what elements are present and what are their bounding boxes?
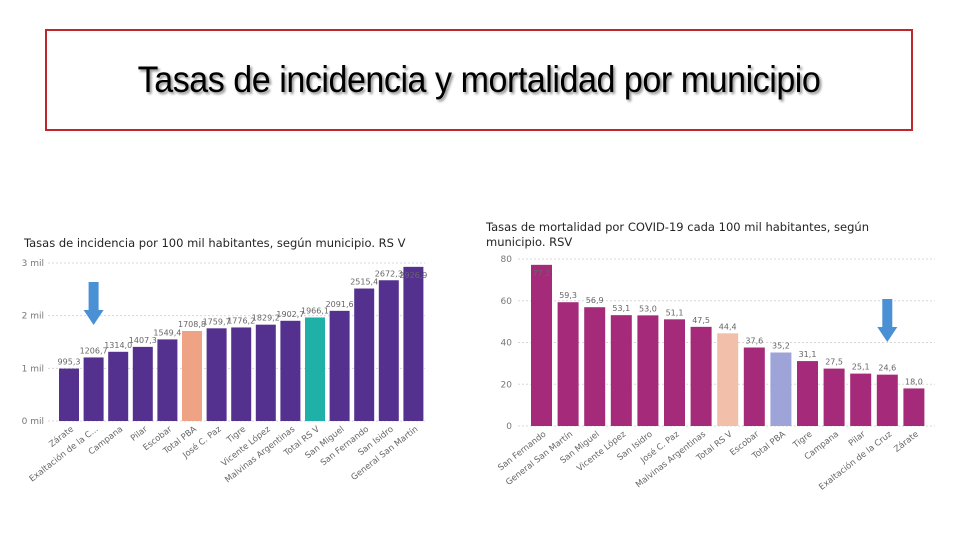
incidence-arrow-down-icon [88, 282, 99, 311]
mortality-bar [637, 315, 659, 426]
incidence-data-label: 2515,4 [350, 278, 378, 287]
mortality-data-label: 53,0 [639, 304, 657, 313]
incidence-chart-title: Tasas de incidencia por 100 mil habitant… [24, 236, 406, 250]
mortality-bar [584, 307, 606, 426]
incidence-data-label: 1549,4 [153, 328, 181, 337]
mortality-bar [823, 368, 845, 426]
mortality-data-label: 37,6 [745, 337, 763, 346]
incidence-y-tick-label: 0 mil [22, 417, 44, 427]
mortality-data-label: 53,1 [612, 304, 630, 313]
slide-title: Tasas de incidencia y mortalidad por mun… [137, 59, 821, 100]
mortality-bar [797, 361, 818, 426]
incidence-bar [157, 339, 178, 421]
incidence-bar [231, 327, 252, 421]
mortality-data-label: 31,1 [799, 350, 817, 359]
mortality-category-label: Zárate [892, 429, 920, 454]
mortality-bar [743, 347, 765, 426]
mortality-y-tick-label: 0 [506, 422, 512, 432]
incidence-bar [132, 346, 153, 421]
incidence-data-label: 2672,3 [375, 269, 403, 278]
incidence-data-label: 1966,1 [301, 306, 329, 315]
mortality-data-label: 44,4 [719, 322, 737, 331]
mortality-bar [717, 333, 739, 426]
incidence-data-label: 1314,0 [104, 341, 132, 350]
mortality-data-label: 18,0 [905, 377, 923, 386]
incidence-bar [182, 331, 202, 421]
incidence-y-tick-label: 1 mil [22, 364, 44, 374]
mortality-bar [690, 326, 712, 426]
incidence-bar [83, 357, 104, 421]
mortality-data-label: 24,6 [878, 364, 896, 373]
incidence-data-label: 1206,7 [80, 346, 108, 355]
mortality-y-tick-label: 80 [501, 255, 513, 265]
mortality-bar [664, 319, 685, 426]
mortality-bar [850, 373, 872, 426]
incidence-data-label: 2091,6 [326, 300, 354, 309]
mortality-data-label: 35,2 [772, 342, 790, 351]
mortality-chart-title: Tasas de mortalidad por COVID-19 cada 10… [486, 220, 869, 249]
mortality-data-label: 27,5 [825, 358, 843, 367]
incidence-bar [329, 310, 350, 421]
incidence-bar [59, 368, 79, 421]
mortality-category-label: Pilar [847, 429, 868, 448]
mortality-y-tick-label: 20 [501, 380, 513, 390]
incidence-bar [255, 324, 276, 421]
incidence-bar [206, 328, 227, 421]
incidence-bar [354, 288, 375, 421]
incidence-data-label: 1407,3 [129, 336, 157, 345]
incidence-bar [280, 320, 301, 421]
mortality-data-label: 77,2 [533, 269, 551, 278]
slide-title-box: Tasas de incidencia y mortalidad por mun… [45, 29, 913, 131]
incidence-data-label: 1902,7 [276, 310, 304, 319]
incidence-bar [305, 317, 325, 421]
incidence-y-tick-label: 2 mil [22, 312, 44, 322]
mortality-data-label: 47,5 [692, 316, 710, 325]
mortality-data-label: 51,1 [666, 308, 684, 317]
incidence-data-label: 1776,2 [227, 316, 255, 325]
mortality-bar [531, 264, 552, 426]
incidence-bar [403, 266, 424, 421]
mortality-y-tick-label: 40 [501, 339, 513, 349]
mortality-data-label: 59,3 [559, 291, 577, 300]
incidence-data-label: 2926,9 [399, 271, 427, 280]
mortality-data-label: 25,1 [852, 363, 870, 372]
incidence-bar [378, 280, 399, 421]
mortality-bar [610, 315, 632, 426]
mortality-bar [876, 374, 898, 426]
incidence-data-label: 995,3 [58, 358, 81, 367]
incidence-arrow-head-icon [83, 310, 104, 325]
incidence-data-label: 1829,2 [252, 314, 280, 323]
mortality-y-tick-label: 60 [501, 297, 513, 307]
incidence-data-label: 1759,7 [203, 317, 231, 326]
incidence-y-tick-label: 3 mil [22, 259, 44, 269]
mortality-bar [557, 302, 579, 426]
mortality-bar [770, 352, 792, 426]
incidence-data-label: 1708,8 [178, 320, 206, 329]
mortality-arrow-head-icon [877, 327, 898, 342]
mortality-bar [903, 388, 925, 426]
mortality-arrow-down-icon [882, 299, 893, 328]
incidence-bar [108, 351, 129, 421]
mortality-data-label: 56,9 [586, 296, 604, 305]
